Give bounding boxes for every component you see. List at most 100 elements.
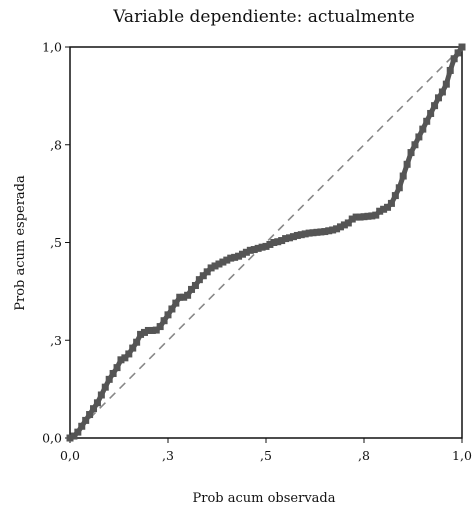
y-tick-label: 1,0 [42, 40, 62, 55]
observed-point [344, 219, 352, 227]
observed-point [438, 88, 446, 96]
observed-point [407, 149, 415, 157]
observed-point [117, 356, 125, 364]
observed-point [364, 212, 372, 220]
observed-point [74, 428, 82, 436]
observed-point [164, 311, 172, 319]
y-tick-label: ,5 [50, 235, 62, 250]
observed-point [301, 230, 309, 238]
observed-point [125, 350, 133, 358]
observed-point [391, 192, 399, 200]
observed-point [313, 228, 321, 236]
observed-point [395, 184, 403, 192]
observed-point [82, 416, 90, 424]
observed-point [113, 364, 121, 372]
observed-point [340, 221, 348, 229]
observed-point [286, 234, 294, 242]
observed-point [419, 125, 427, 133]
observed-point [90, 405, 98, 413]
observed-point [282, 235, 290, 243]
observed-point [227, 254, 235, 262]
observed-point [325, 227, 333, 235]
observed-point [195, 276, 203, 284]
observed-point [152, 326, 160, 334]
observed-point [133, 338, 141, 346]
observed-point [399, 172, 407, 180]
observed-point [254, 244, 262, 252]
observed-point [431, 102, 439, 110]
chart-title: Variable dependiente: actualmente [112, 7, 415, 27]
observed-point [97, 391, 105, 399]
observed-point [160, 317, 168, 325]
x-axis-label: Prob acum observada [193, 491, 336, 506]
observed-point [380, 205, 388, 213]
observed-point [129, 344, 137, 352]
observed-point [156, 323, 164, 331]
observed-point [423, 117, 431, 125]
observed-point [203, 268, 211, 276]
observed-point [450, 55, 458, 63]
observed-point [454, 49, 462, 57]
observed-point [207, 264, 215, 272]
observed-point [329, 226, 337, 234]
axis-ticks: 0,0 ,3 ,5 ,8 1,0 0,0 ,3 ,5 ,8 1,0 [42, 40, 472, 464]
y-tick-label: 0,0 [42, 431, 62, 446]
observed-point [231, 253, 239, 261]
observed-point [78, 422, 86, 430]
observed-point [434, 94, 442, 102]
observed-point [66, 434, 74, 442]
observed-point [360, 213, 368, 221]
observed-point [305, 229, 313, 237]
plot-frame [69, 46, 463, 439]
observed-point [321, 228, 329, 236]
observed-point [250, 246, 258, 254]
observed-point [270, 239, 278, 246]
observed-point [223, 256, 231, 264]
x-tick-label: ,3 [162, 448, 174, 463]
observed-point [411, 141, 419, 149]
observed-point [144, 326, 152, 334]
observed-point [352, 213, 360, 221]
plot-area [66, 43, 466, 442]
observed-point [274, 238, 282, 246]
observed-point [215, 260, 223, 268]
observed-point [137, 330, 145, 338]
observed-point [168, 305, 176, 313]
observed-point [184, 291, 192, 299]
observed-point [442, 80, 450, 88]
observed-point [199, 272, 207, 280]
observed-point [376, 207, 384, 215]
observed-point [309, 229, 317, 237]
observed-point [101, 383, 109, 391]
observed-point [317, 228, 325, 236]
observed-point [368, 212, 376, 220]
x-tick-label: ,5 [260, 448, 272, 463]
observed-point [109, 369, 117, 377]
observed-point [387, 199, 395, 207]
observed-point [458, 43, 466, 51]
x-tick-label: 1,0 [452, 448, 472, 463]
observed-point [70, 432, 78, 440]
observed-point [219, 258, 227, 266]
observed-point [446, 66, 454, 74]
observed-point [235, 252, 243, 260]
observed-point [238, 250, 246, 258]
observed-point [415, 133, 423, 141]
observed-point [356, 213, 364, 221]
observed-point [242, 248, 250, 256]
observed-point [188, 285, 196, 293]
observed-point [293, 231, 301, 239]
y-tick-label: ,8 [50, 137, 62, 152]
observed-point [336, 223, 344, 231]
y-axis-label: Prob acum esperada [13, 175, 28, 311]
observed-point [403, 160, 411, 168]
observed-point [384, 203, 392, 211]
observed-point [148, 326, 156, 334]
observed-point [266, 240, 274, 248]
y-tick-label: ,3 [50, 333, 62, 348]
observed-point [297, 231, 305, 239]
observed-point [278, 237, 286, 245]
observed-point [348, 215, 356, 223]
x-tick-label: 0,0 [60, 448, 80, 463]
